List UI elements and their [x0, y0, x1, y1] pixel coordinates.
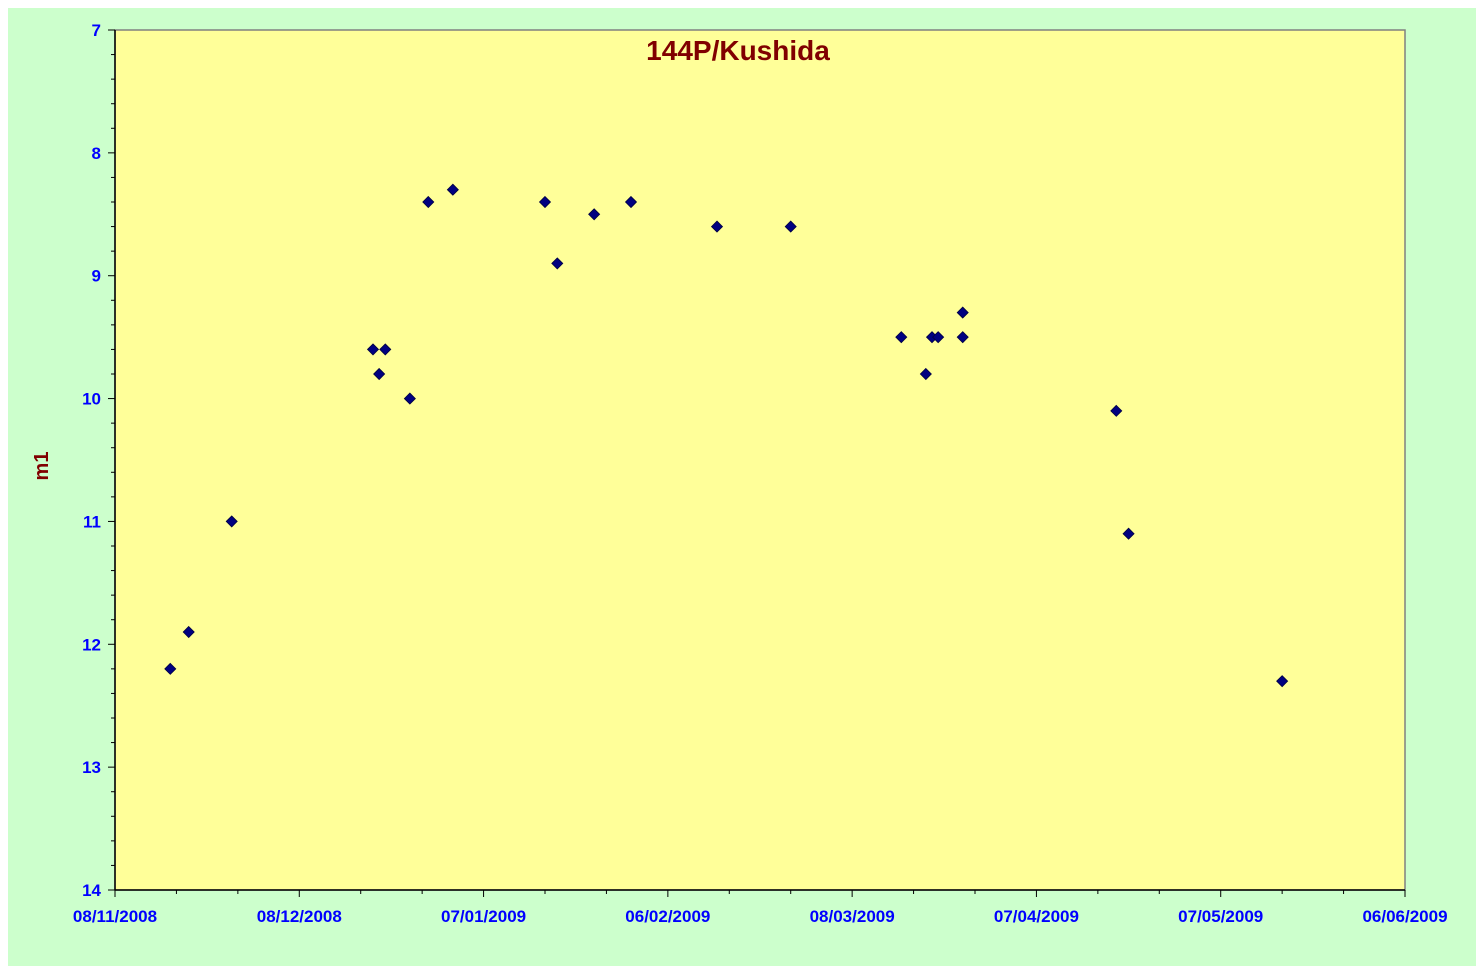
data-point	[956, 306, 969, 319]
y-tick-label: 9	[92, 267, 101, 286]
data-point	[182, 625, 195, 639]
x-tick-label: 08/12/2008	[257, 907, 342, 926]
data-point	[588, 208, 601, 221]
data-point	[551, 257, 564, 270]
data-point	[919, 367, 932, 381]
chart-area: 144P/Kushida m1 7 8 9 10 11 12 13 14 08/11/2008…	[8, 8, 1476, 966]
y-tick-label: 11	[83, 512, 101, 531]
x-tick-label: 08/03/2009	[810, 907, 895, 926]
data-point	[379, 343, 392, 356]
y-tick-label: 7	[92, 21, 101, 40]
chart-title: 144P/Kushida	[646, 35, 830, 66]
data-point	[164, 662, 177, 675]
x-tick-label: 06/02/2009	[625, 907, 710, 926]
axes	[114, 30, 1405, 891]
x-tick-labels: 08/11/2008 08/12/2008 07/01/2009 06/02/2009…	[73, 907, 1448, 926]
data-point	[624, 195, 638, 209]
data-point	[956, 331, 969, 344]
data-point	[422, 195, 435, 209]
data-point	[446, 183, 459, 196]
data-point	[225, 515, 238, 528]
data-point	[784, 220, 797, 233]
x-tick-label: 07/01/2009	[441, 907, 526, 926]
tick-marks	[108, 29, 1406, 897]
x-tick-label: 06/06/2009	[1362, 907, 1447, 926]
data-point	[895, 331, 908, 344]
data-point	[538, 195, 552, 209]
y-tick-label: 13	[82, 758, 101, 777]
scatter-chart: 144P/Kushida m1 7 8 9 10 11 12 13 14 08/11/2008…	[31, 21, 1448, 926]
y-tick-labels: 7 8 9 10 11 12 13 14	[82, 21, 101, 900]
y-tick-label: 14	[82, 881, 101, 900]
x-tick-label: 08/11/2008	[73, 907, 157, 926]
x-tick-label: 07/05/2009	[1178, 907, 1263, 926]
plot-area	[114, 29, 1406, 891]
data-point	[710, 220, 724, 233]
data-point	[1110, 404, 1123, 417]
y-tick-label: 8	[92, 144, 101, 163]
data-markers	[164, 183, 1289, 688]
y-tick-label: 12	[82, 635, 101, 654]
data-point	[932, 331, 945, 344]
y-axis-label: m1	[31, 452, 53, 481]
x-tick-label: 07/04/2009	[994, 907, 1079, 926]
data-point	[1276, 675, 1289, 688]
data-point	[403, 392, 416, 405]
data-point	[373, 367, 386, 381]
data-point	[1122, 527, 1135, 540]
y-tick-label: 10	[82, 390, 101, 409]
data-point	[366, 343, 380, 356]
